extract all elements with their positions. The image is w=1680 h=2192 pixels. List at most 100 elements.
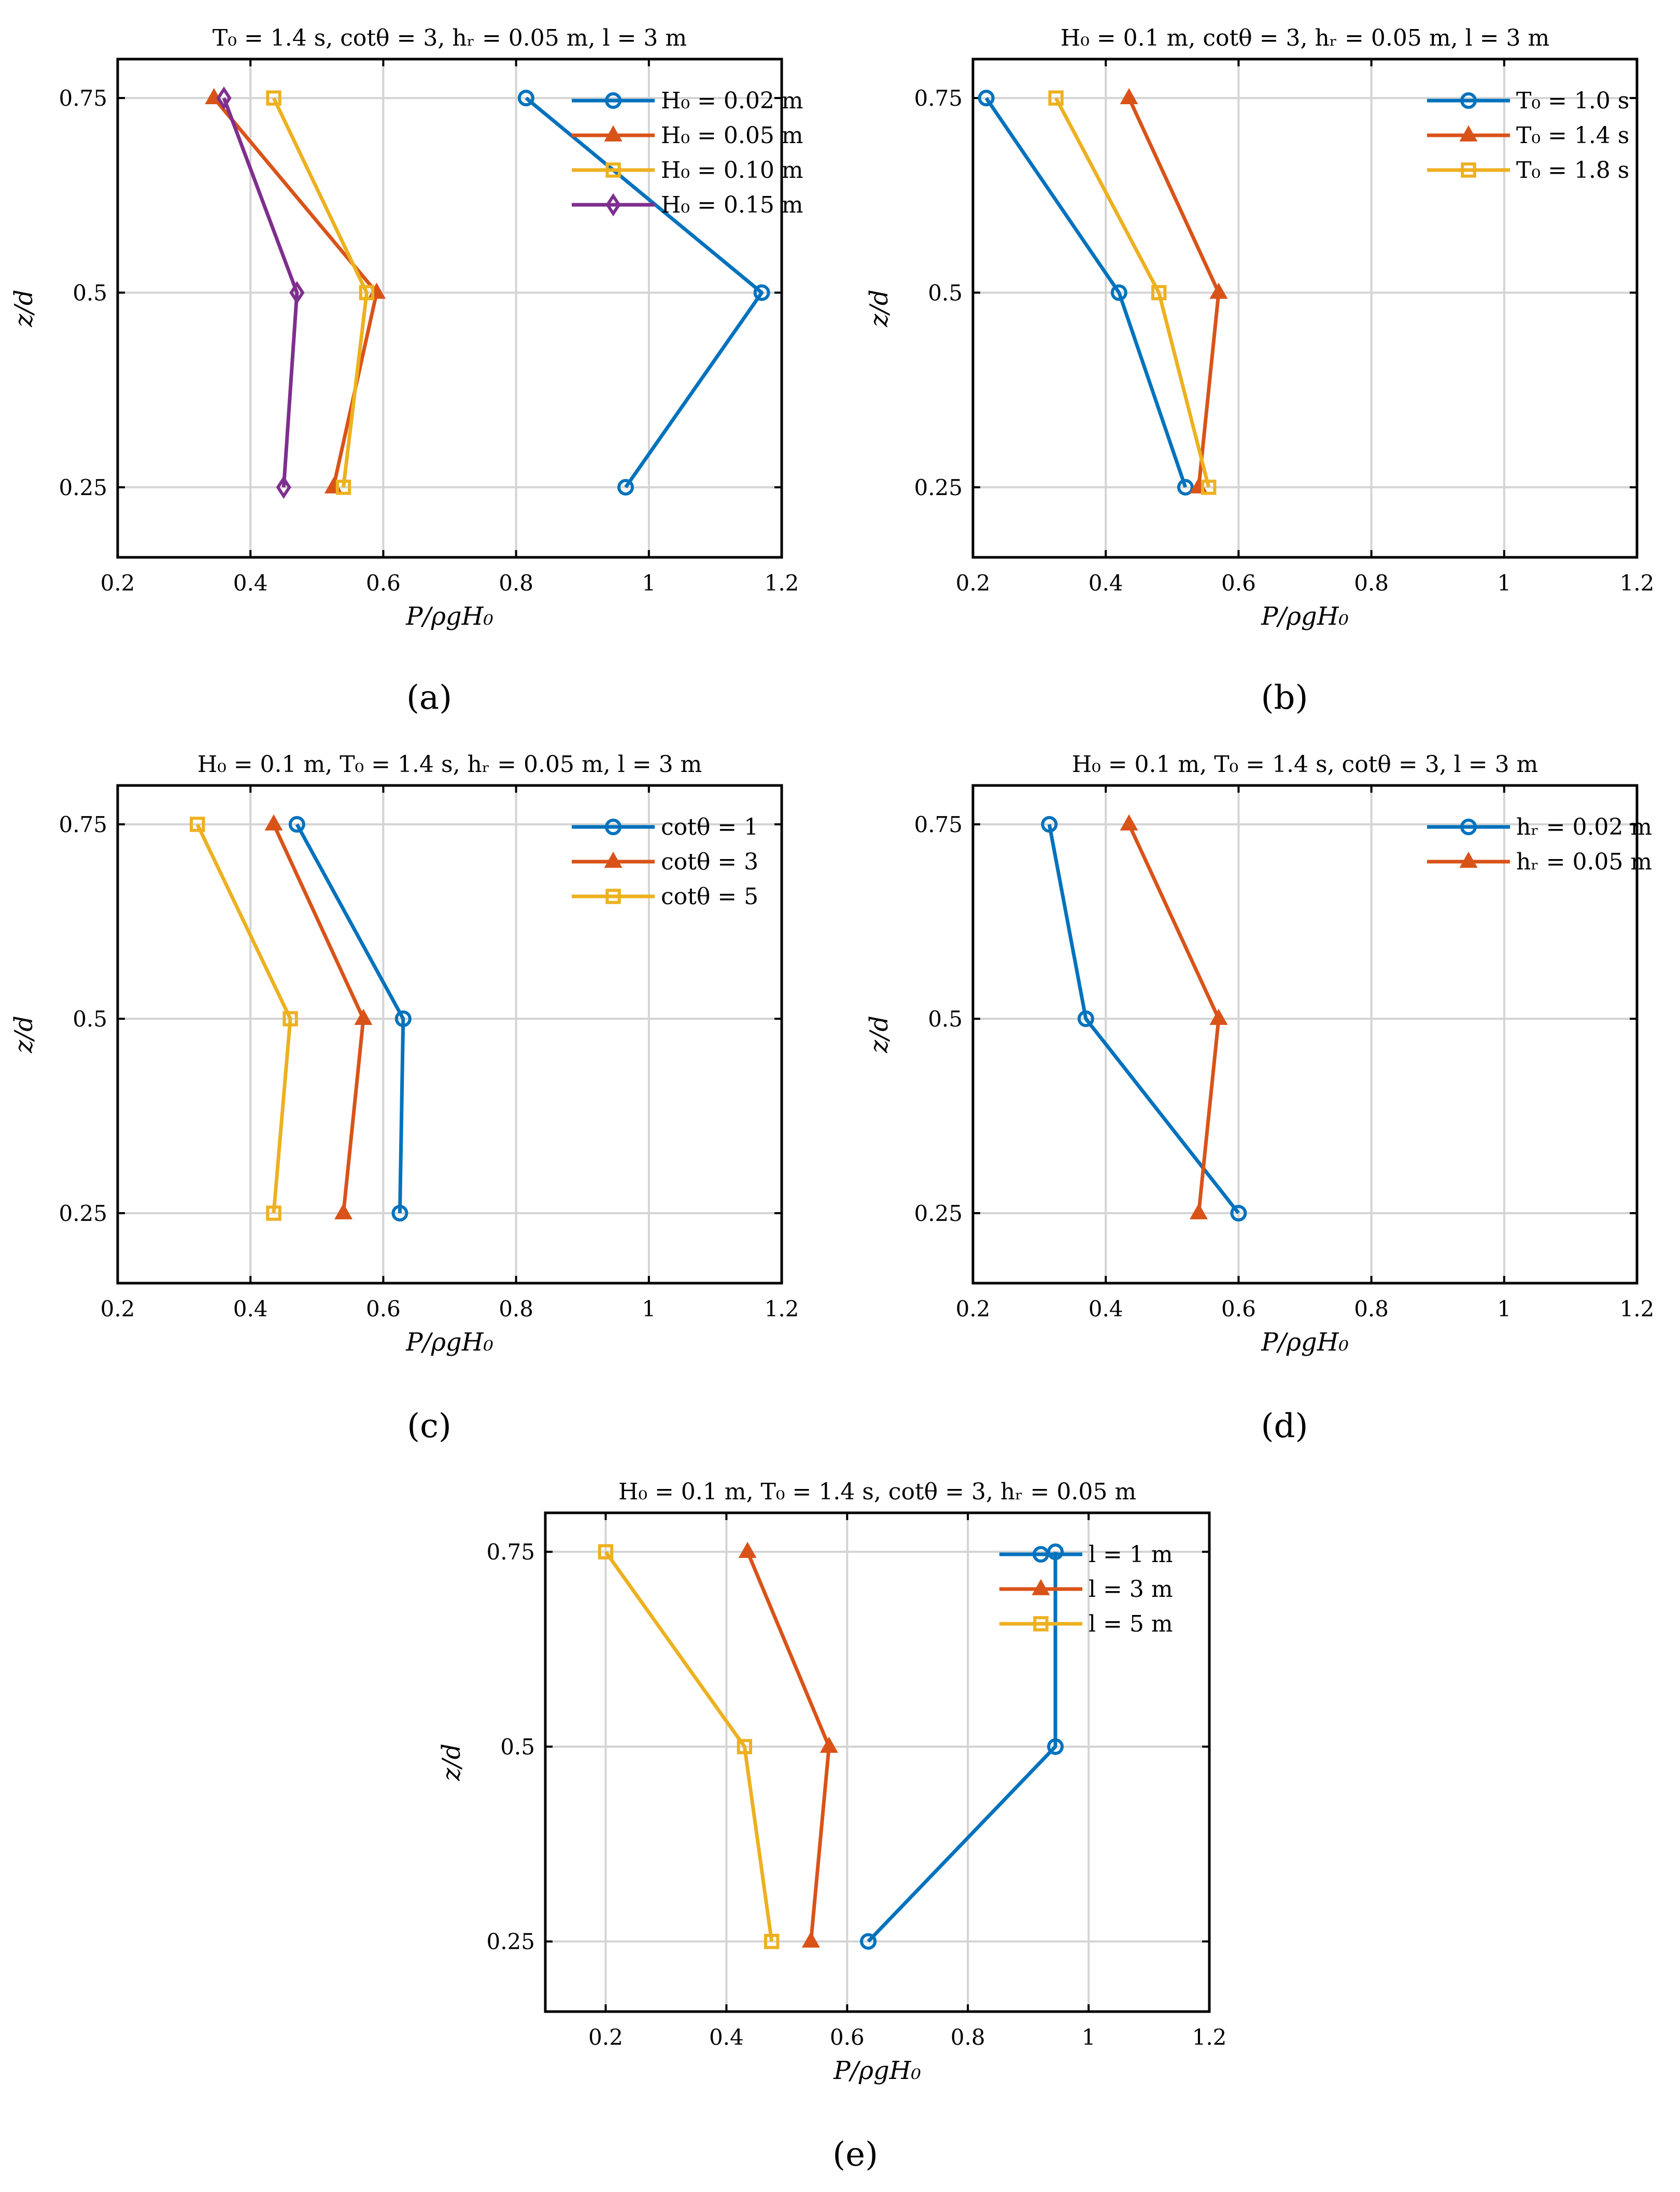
legend-marker [1032, 1579, 1050, 1595]
series-2 [264, 814, 373, 1219]
series-line [1047, 824, 1240, 1215]
data-point [1041, 816, 1058, 833]
legend-label: hᵣ = 0.05 m [1516, 849, 1652, 875]
series-1 [978, 90, 1194, 496]
data-point [1120, 88, 1138, 104]
y-tick-label: 0.5 [928, 1006, 963, 1032]
y-axis-label: z/d [865, 289, 894, 327]
series-1 [517, 90, 770, 496]
x-tick-label: 1.2 [1620, 570, 1655, 596]
series-3 [190, 817, 298, 1221]
legend-label: l = 3 m [1089, 1576, 1173, 1603]
y-tick-label: 0.75 [914, 812, 963, 837]
series-2 [738, 1541, 838, 1948]
legend-label: cotθ = 1 [661, 814, 758, 840]
x-tick-label: 1.2 [765, 570, 799, 596]
data-point [266, 90, 281, 106]
legend: cotθ = 1 cotθ = 3 cotθ = 5 [572, 814, 758, 910]
y-axis-label: z/d [865, 1016, 894, 1053]
data-point [738, 1541, 757, 1558]
series-line [222, 97, 299, 488]
x-axis-label: P/ρgH₀ [405, 1328, 493, 1357]
legend-label: H₀ = 0.15 m [661, 192, 803, 218]
x-tick-label: 0.2 [101, 570, 135, 596]
series-line [525, 96, 764, 488]
data-point [1177, 479, 1194, 496]
data-point [737, 1739, 752, 1754]
x-tick-label: 0.4 [233, 570, 268, 596]
y-tick-label: 0.75 [59, 812, 107, 837]
x-tick-label: 0.6 [1221, 1296, 1256, 1322]
y-axis-label: z/d [9, 289, 38, 327]
legend-marker [605, 193, 621, 217]
legend-marker [1459, 125, 1478, 142]
x-tick-label: 1.2 [1620, 1296, 1655, 1322]
y-tick-label: 0.5 [500, 1734, 535, 1760]
data-point [1209, 283, 1228, 299]
y-tick-label: 0.25 [486, 1929, 535, 1955]
x-tick-label: 1 [642, 570, 656, 596]
legend-label: H₀ = 0.05 m [661, 122, 803, 149]
legend-marker [1460, 819, 1477, 835]
x-tick-label: 0.4 [233, 1296, 268, 1322]
data-point [266, 1205, 281, 1221]
axes-frame [544, 1511, 1211, 2013]
series-2 [1120, 88, 1228, 494]
data-point [617, 479, 634, 496]
y-tick-label: 0.75 [486, 1539, 535, 1565]
legend-marker [1459, 851, 1478, 868]
series-line [295, 823, 405, 1214]
x-tick-label: 1 [1497, 570, 1511, 596]
panel-caption: (c) [407, 1407, 451, 1445]
panel-b: 0.2 0.4 0.6 0.8 1 1.2 0.25 0.5 0.75 H₀ = 0.1 m, c… [865, 25, 1654, 717]
data-point [276, 475, 291, 499]
x-tick-label: 0.6 [366, 570, 401, 596]
y-tick-label: 0.75 [914, 86, 963, 111]
data-point [391, 1205, 408, 1221]
data-point [394, 1010, 412, 1027]
x-tick-label: 0.2 [956, 570, 991, 596]
legend: hᵣ = 0.02 m hᵣ = 0.05 m [1427, 814, 1652, 875]
x-tick-label: 1.2 [1192, 2025, 1227, 2050]
data-point [517, 90, 534, 107]
data-point [354, 1008, 373, 1025]
data-point [289, 281, 305, 304]
x-tick-label: 0.6 [366, 1296, 401, 1322]
series-1 [1041, 816, 1247, 1221]
chart-title: H₀ = 0.1 m, T₀ = 1.4 s, hᵣ = 0.05 m, l =… [197, 751, 702, 778]
legend: l = 1 m l = 3 m l = 5 m [999, 1541, 1173, 1637]
panel-caption: (e) [832, 2135, 878, 2174]
panel-caption: (a) [406, 679, 452, 717]
legend-marker [605, 92, 622, 109]
x-tick-label: 1 [642, 1296, 656, 1322]
series-line [604, 1551, 774, 1942]
panel-a: 0.2 0.4 0.6 0.8 1 1.2 0.25 0.5 0.75 T₀ = 1.4 s, c… [9, 25, 803, 717]
data-point [335, 480, 351, 495]
x-tick-label: 0.2 [956, 1296, 991, 1322]
data-point [334, 1203, 353, 1219]
data-point [978, 90, 995, 107]
data-point [860, 1933, 877, 1950]
legend-label: l = 1 m [1089, 1541, 1173, 1568]
chart-title: H₀ = 0.1 m, T₀ = 1.4 s, cotθ = 3, l = 3 … [1072, 751, 1538, 778]
y-tick-label: 0.5 [928, 280, 963, 305]
series-line [1054, 97, 1211, 488]
y-axis-label: z/d [437, 1744, 466, 1781]
legend-marker [605, 889, 621, 904]
x-tick-label: 0.4 [1089, 570, 1123, 596]
x-tick-label: 0.8 [1354, 1296, 1389, 1322]
y-tick-label: 0.25 [59, 475, 107, 500]
chart-title: H₀ = 0.1 m, cotθ = 3, hᵣ = 0.05 m, l = 3… [1061, 25, 1549, 51]
y-tick-label: 0.25 [914, 1201, 963, 1226]
data-point [1230, 1205, 1247, 1221]
x-tick-label: 0.6 [1221, 570, 1256, 596]
x-axis-label: P/ρgH₀ [405, 602, 493, 631]
series-4 [216, 86, 305, 499]
axes-frame [116, 784, 783, 1285]
chart-title: T₀ = 1.4 s, cotθ = 3, hᵣ = 0.05 m, l = 3… [213, 25, 687, 51]
x-tick-label: 1.2 [765, 1296, 799, 1322]
legend-label: cotθ = 3 [661, 849, 758, 875]
data-point [1120, 814, 1138, 831]
x-tick-label: 0.8 [499, 1296, 533, 1322]
x-tick-label: 1 [1497, 1296, 1511, 1322]
